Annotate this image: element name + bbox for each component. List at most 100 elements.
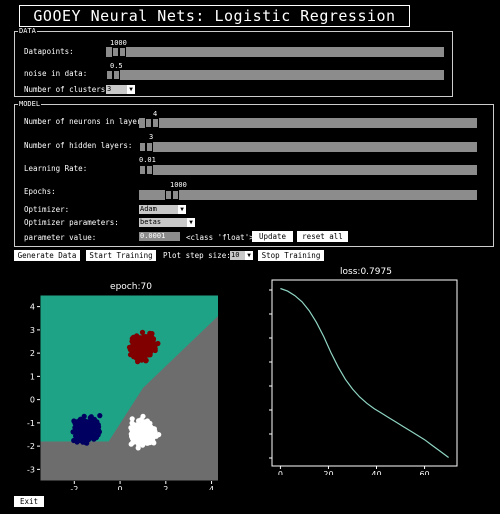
chevron-down-icon[interactable]: ▼ xyxy=(178,205,186,214)
hidden-layers-slider-thumb[interactable] xyxy=(139,142,153,152)
plot-step-combo[interactable]: 10 ▼ xyxy=(230,251,253,260)
scatter-point xyxy=(144,422,150,428)
plot-step-label: Plot step size: xyxy=(163,251,231,260)
scatter-point xyxy=(82,422,88,428)
y-tick-label: 2 xyxy=(30,349,35,358)
x-tick-label: 0 xyxy=(278,470,283,475)
scatter-point xyxy=(141,435,147,441)
x-tick-label: 20 xyxy=(323,470,333,475)
scatter-point xyxy=(148,335,154,341)
scatter-point xyxy=(132,438,138,444)
scatter-point xyxy=(130,350,136,356)
param-type-text: <class 'float'> xyxy=(186,233,254,242)
datapoints-slider[interactable] xyxy=(106,47,444,57)
scatter-point xyxy=(144,426,150,432)
loss-chart-title: loss:0.7975 xyxy=(340,267,392,277)
learning-rate-label: Learning Rate: xyxy=(24,164,88,173)
update-button[interactable]: Update xyxy=(252,231,293,242)
scatter-point xyxy=(88,428,94,434)
generate-data-button[interactable]: Generate Data xyxy=(14,250,80,261)
scatter-point xyxy=(129,416,135,422)
data-frame-label: DATA xyxy=(18,27,37,35)
scatter-point xyxy=(81,413,87,419)
scatter-point xyxy=(81,426,87,432)
learning-rate-slider[interactable] xyxy=(139,165,477,175)
datapoints-slider-thumb[interactable] xyxy=(112,47,126,57)
chevron-down-icon[interactable]: ▼ xyxy=(245,251,253,260)
y-tick-label: 0 xyxy=(30,396,35,405)
x-tick-label: 2 xyxy=(163,485,168,490)
noise-slider[interactable] xyxy=(106,70,444,80)
scatter-point xyxy=(132,432,138,439)
neurons-value: 4 xyxy=(153,110,158,118)
plot-frame xyxy=(39,294,218,482)
optimizer-params-combo[interactable]: betas ▼ xyxy=(139,218,195,227)
epochs-slider[interactable] xyxy=(139,190,477,200)
window-title: GOOEY Neural Nets: Logistic Regression xyxy=(19,5,410,27)
noise-value: 0.5 xyxy=(110,62,123,70)
epochs-label: Epochs: xyxy=(24,187,56,196)
x-tick-label: 0 xyxy=(118,485,123,490)
optimizer-combo[interactable]: Adam ▼ xyxy=(139,205,186,214)
param-value-label: parameter value: xyxy=(24,233,97,242)
epochs-slider-thumb[interactable] xyxy=(165,190,179,200)
clusters-combo[interactable]: 3 ▼ xyxy=(106,85,135,94)
scatter-point xyxy=(93,434,99,441)
scatter-point xyxy=(87,422,93,428)
y-tick-label: -2 xyxy=(27,442,35,451)
scatter-point xyxy=(139,427,145,433)
start-training-button[interactable]: Start Training xyxy=(86,250,156,261)
param-value-input[interactable]: 0.0001 xyxy=(139,232,180,241)
scatter-point xyxy=(135,347,141,353)
x-tick-label: 4 xyxy=(209,485,214,490)
scatter-point xyxy=(150,438,156,444)
scatter-point xyxy=(71,418,77,424)
noise-slider-thumb[interactable] xyxy=(106,70,120,80)
neurons-slider[interactable] xyxy=(139,118,477,128)
neurons-slider-thumb[interactable] xyxy=(145,118,159,128)
scatter-point xyxy=(139,329,146,335)
x-tick-label: -2 xyxy=(70,485,78,490)
y-tick-label: -1 xyxy=(27,419,35,428)
epochs-value: 1000 xyxy=(170,181,187,189)
scatter-point xyxy=(129,336,135,342)
scatter-point xyxy=(149,347,155,353)
learning-rate-slider-thumb[interactable] xyxy=(139,165,153,175)
optimizer-params-label: Optimizer parameters: xyxy=(24,218,119,227)
scatter-point xyxy=(144,418,150,424)
noise-label: noise in data: xyxy=(24,69,88,78)
hidden-layers-value: 3 xyxy=(149,133,154,141)
clusters-combo-value: 3 xyxy=(107,85,112,93)
teal-region xyxy=(40,295,218,442)
reset-all-button[interactable]: reset all xyxy=(297,231,348,242)
optimizer-combo-value: Adam xyxy=(140,205,157,213)
model-frame-label: MODEL xyxy=(18,100,42,108)
scatter-point xyxy=(87,415,93,421)
plot-step-combo-value: 10 xyxy=(231,251,240,259)
stop-training-button[interactable]: Stop Training xyxy=(258,250,324,261)
cluster-1 xyxy=(70,413,103,446)
scatter-point xyxy=(97,413,103,419)
scatter-point xyxy=(133,355,139,361)
chevron-down-icon[interactable]: ▼ xyxy=(127,85,135,94)
scatter-chart-title: epoch:70 xyxy=(110,282,152,292)
loss-series-line xyxy=(280,287,449,458)
scatter-point xyxy=(141,343,147,349)
hidden-layers-slider[interactable] xyxy=(139,142,477,152)
scatter-point xyxy=(156,432,162,438)
datapoints-label: Datapoints: xyxy=(24,47,74,56)
optimizer-params-combo-value: betas xyxy=(140,218,162,226)
scatter-point xyxy=(151,428,157,434)
data-frame xyxy=(14,31,453,97)
y-tick-label: 4 xyxy=(30,303,35,312)
chevron-down-icon[interactable]: ▼ xyxy=(187,218,195,227)
scatter-point xyxy=(135,335,141,341)
hidden-layers-label: Number of hidden layers: xyxy=(24,141,133,150)
scatter-point xyxy=(141,354,148,360)
cluster-2 xyxy=(128,413,162,451)
optimizer-label: Optimizer: xyxy=(24,205,70,214)
learning-rate-value: 0.01 xyxy=(139,156,156,164)
y-tick-label: 3 xyxy=(30,326,35,335)
scatter-point xyxy=(138,440,144,447)
exit-button[interactable]: Exit xyxy=(14,496,44,507)
